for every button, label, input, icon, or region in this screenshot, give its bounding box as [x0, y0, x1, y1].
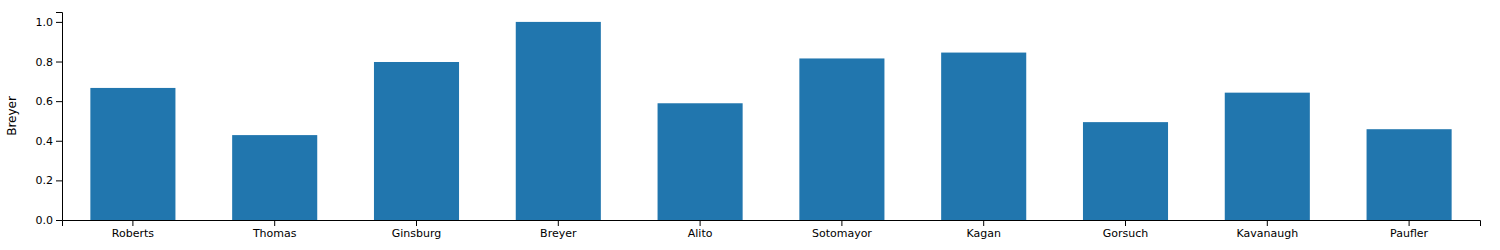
- x-tick-mark: [1409, 220, 1410, 226]
- bar: [1083, 122, 1168, 220]
- x-tick: Sotomayor: [812, 220, 872, 240]
- x-tick-mark: [558, 220, 559, 226]
- x-tick-label: Roberts: [112, 227, 154, 240]
- bar: [1225, 93, 1310, 220]
- plot-area: Roberts Thomas Ginsburg Breyer Alito Sotomayo…: [36, 13, 1481, 240]
- x-axis: Roberts Thomas Ginsburg Breyer Alito Sotomayo…: [63, 220, 1481, 240]
- x-tick-label: Gorsuch: [1103, 227, 1149, 240]
- x-axis-line: [63, 221, 1481, 227]
- y-tick: 0.6: [36, 95, 63, 108]
- x-tick-label: Alito: [688, 227, 713, 240]
- y-tick-mark: [56, 62, 62, 63]
- y-tick-mark: [56, 101, 62, 102]
- y-tick-mark: [56, 180, 62, 181]
- x-tick-label: Ginsburg: [392, 227, 442, 240]
- bar: [374, 62, 459, 220]
- y-tick: 0.4: [36, 135, 63, 148]
- x-tick-label: Thomas: [252, 227, 297, 240]
- y-tick-label: 0.4: [36, 135, 54, 148]
- x-tick: Paufler: [1390, 220, 1429, 240]
- y-tick: 0.0: [36, 214, 63, 227]
- y-tick-label: 0.0: [36, 214, 54, 227]
- x-tick: Thomas: [252, 220, 297, 240]
- x-tick-mark: [416, 220, 417, 226]
- x-tick-mark: [1125, 220, 1126, 226]
- x-tick-mark: [132, 220, 133, 226]
- y-tick-mark: [56, 141, 62, 142]
- chart-container: Roberts Thomas Ginsburg Breyer Alito Sotomayo…: [0, 0, 1500, 250]
- y-axis-line: [56, 13, 63, 221]
- x-tick: Kavanaugh: [1236, 220, 1298, 240]
- x-tick-mark: [700, 220, 701, 226]
- bar: [232, 135, 317, 220]
- x-tick: Roberts: [112, 220, 154, 240]
- y-tick-label: 0.8: [36, 56, 54, 69]
- y-tick: 1.0: [36, 16, 63, 29]
- x-tick-mark: [841, 220, 842, 226]
- x-tick-mark: [274, 220, 275, 226]
- chart-svg: Roberts Thomas Ginsburg Breyer Alito Sotomayo…: [0, 0, 1500, 250]
- y-tick-label: 0.6: [36, 95, 54, 108]
- y-tick-mark: [56, 22, 62, 23]
- x-tick: Gorsuch: [1103, 220, 1149, 240]
- y-tick-label: 1.0: [36, 16, 54, 29]
- x-tick: Breyer: [540, 220, 577, 240]
- x-tick: Ginsburg: [392, 220, 442, 240]
- bar: [799, 58, 884, 220]
- x-tick-label: Breyer: [540, 227, 577, 240]
- x-tick-label: Kavanaugh: [1236, 227, 1298, 240]
- y-axis: 0.0 0.2 0.4 0.6 0.8 1.0: [36, 13, 63, 228]
- x-tick: Alito: [688, 220, 713, 240]
- bar: [658, 103, 743, 220]
- y-axis-title: Breyer: [5, 96, 19, 136]
- y-tick-label: 0.2: [36, 174, 54, 187]
- bar: [90, 88, 175, 220]
- x-tick-mark: [1267, 220, 1268, 226]
- y-tick-mark: [56, 220, 62, 221]
- bar: [941, 53, 1026, 220]
- x-tick: Kagan: [966, 220, 1000, 240]
- y-tick: 0.8: [36, 56, 63, 69]
- x-tick-label: Sotomayor: [812, 227, 872, 240]
- bars: [90, 22, 1451, 220]
- x-tick-label: Kagan: [966, 227, 1000, 240]
- bar: [516, 22, 601, 220]
- x-tick-mark: [983, 220, 984, 226]
- y-tick: 0.2: [36, 174, 63, 187]
- bar: [1367, 129, 1452, 220]
- x-tick-label: Paufler: [1390, 227, 1429, 240]
